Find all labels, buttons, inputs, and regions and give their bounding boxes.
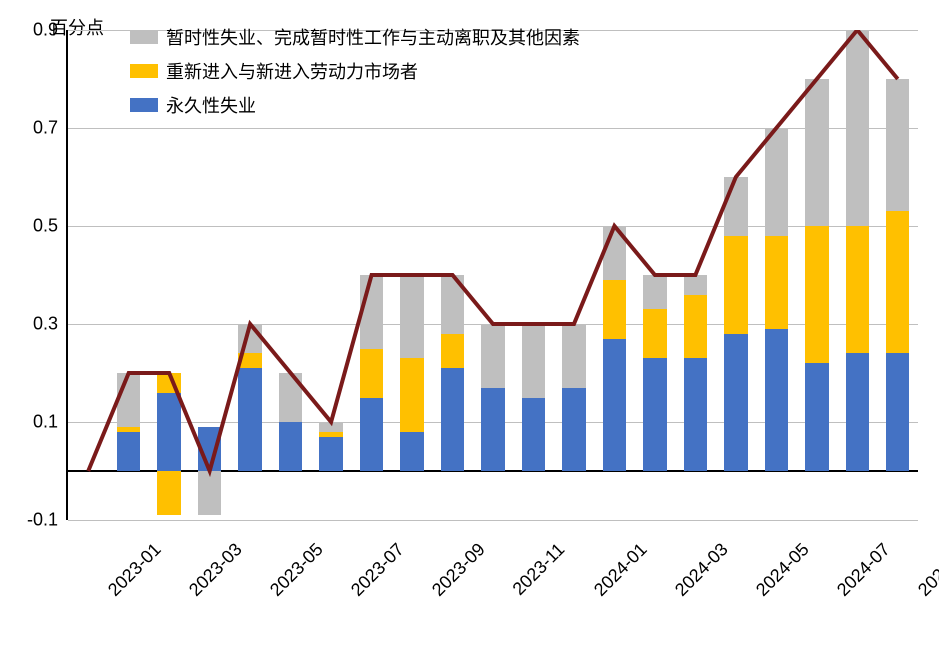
x-tick-label: 2024-01 (590, 539, 652, 601)
bar-blue (157, 393, 180, 471)
legend-swatch (130, 30, 158, 44)
bar-blue (522, 398, 545, 472)
bar-blue (117, 432, 140, 471)
legend-item: 暂时性失业、完成暂时性工作与主动离职及其他因素 (130, 24, 580, 50)
bar-blue (724, 334, 747, 471)
gridline (68, 128, 918, 129)
legend-item: 重新进入与新进入劳动力市场者 (130, 58, 580, 84)
x-tick-label: 2024-05 (752, 539, 814, 601)
y-tick-label: -0.1 (8, 510, 58, 531)
legend-swatch (130, 98, 158, 112)
bar-yellow (684, 295, 707, 359)
bar-yellow (846, 226, 869, 353)
legend-label: 重新进入与新进入劳动力市场者 (166, 58, 418, 84)
x-tick-label: 2023-09 (428, 539, 490, 601)
bar-yellow (238, 353, 261, 368)
bar-blue (441, 368, 464, 471)
gridline (68, 520, 918, 521)
legend-label: 永久性失业 (166, 92, 256, 118)
bar-gray (643, 275, 666, 309)
x-tick-label: 2023-05 (266, 539, 328, 601)
bar-yellow (157, 373, 180, 393)
bar-gray (886, 79, 909, 211)
chart-container: 百分点 暂时性失业、完成暂时性工作与主动离职及其他因素重新进入与新进入劳动力市场… (0, 0, 939, 646)
bar-gray (805, 79, 828, 226)
bar-gray (724, 177, 747, 236)
bar-yellow (319, 432, 342, 437)
legend-label: 暂时性失业、完成暂时性工作与主动离职及其他因素 (166, 24, 580, 50)
bar-yellow (400, 358, 423, 432)
bar-yellow (765, 236, 788, 329)
bar-yellow (643, 309, 666, 358)
legend: 暂时性失业、完成暂时性工作与主动离职及其他因素重新进入与新进入劳动力市场者永久性… (130, 24, 580, 126)
bar-gray (238, 324, 261, 353)
bar-yellow (360, 349, 383, 398)
gridline (68, 226, 918, 227)
x-tick-label: 2023-07 (347, 539, 409, 601)
bar-gray-neg (198, 471, 221, 515)
bar-yellow (886, 211, 909, 353)
y-tick-label: 0.9 (8, 20, 58, 41)
y-tick-label: 0.3 (8, 314, 58, 335)
x-tick-label: 2023-03 (185, 539, 247, 601)
bar-blue (765, 329, 788, 471)
bar-yellow (603, 280, 626, 339)
y-tick-label: 0.5 (8, 216, 58, 237)
x-tick-label: 2023-11 (509, 539, 570, 600)
bar-yellow (441, 334, 464, 368)
bar-blue (319, 437, 342, 471)
bar-blue (562, 388, 585, 471)
bar-gray (360, 275, 383, 349)
bar-blue (238, 368, 261, 471)
x-tick-label: 2024-07 (833, 539, 895, 601)
bar-blue (886, 353, 909, 471)
bar-gray (319, 422, 342, 432)
bar-gray (481, 324, 504, 388)
legend-item: 永久性失业 (130, 92, 580, 118)
bar-gray (279, 373, 302, 422)
bar-gray (400, 275, 423, 358)
bar-yellow-neg (157, 471, 180, 515)
bar-blue (643, 358, 666, 471)
x-tick-label: 2024-09 (914, 539, 939, 601)
bar-yellow (805, 226, 828, 363)
bar-blue (805, 363, 828, 471)
bar-yellow (724, 236, 747, 334)
bar-gray (603, 226, 626, 280)
bar-blue (198, 427, 221, 471)
bar-gray (765, 128, 788, 236)
legend-swatch (130, 64, 158, 78)
bar-yellow (117, 427, 140, 432)
bar-blue (360, 398, 383, 472)
y-tick-label: 0.7 (8, 118, 58, 139)
y-tick-label: 0.1 (8, 412, 58, 433)
bar-blue (603, 339, 626, 471)
bar-gray (562, 324, 585, 388)
bar-blue (481, 388, 504, 471)
x-tick-label: 2024-03 (671, 539, 733, 601)
bar-gray (522, 324, 545, 398)
bar-blue (400, 432, 423, 471)
bar-gray (846, 30, 869, 226)
bar-gray (441, 275, 464, 334)
bar-gray (117, 373, 140, 427)
bar-gray (684, 275, 707, 295)
bar-blue (684, 358, 707, 471)
x-tick-label: 2023-01 (104, 539, 166, 601)
bar-blue (279, 422, 302, 471)
bar-blue (846, 353, 869, 471)
